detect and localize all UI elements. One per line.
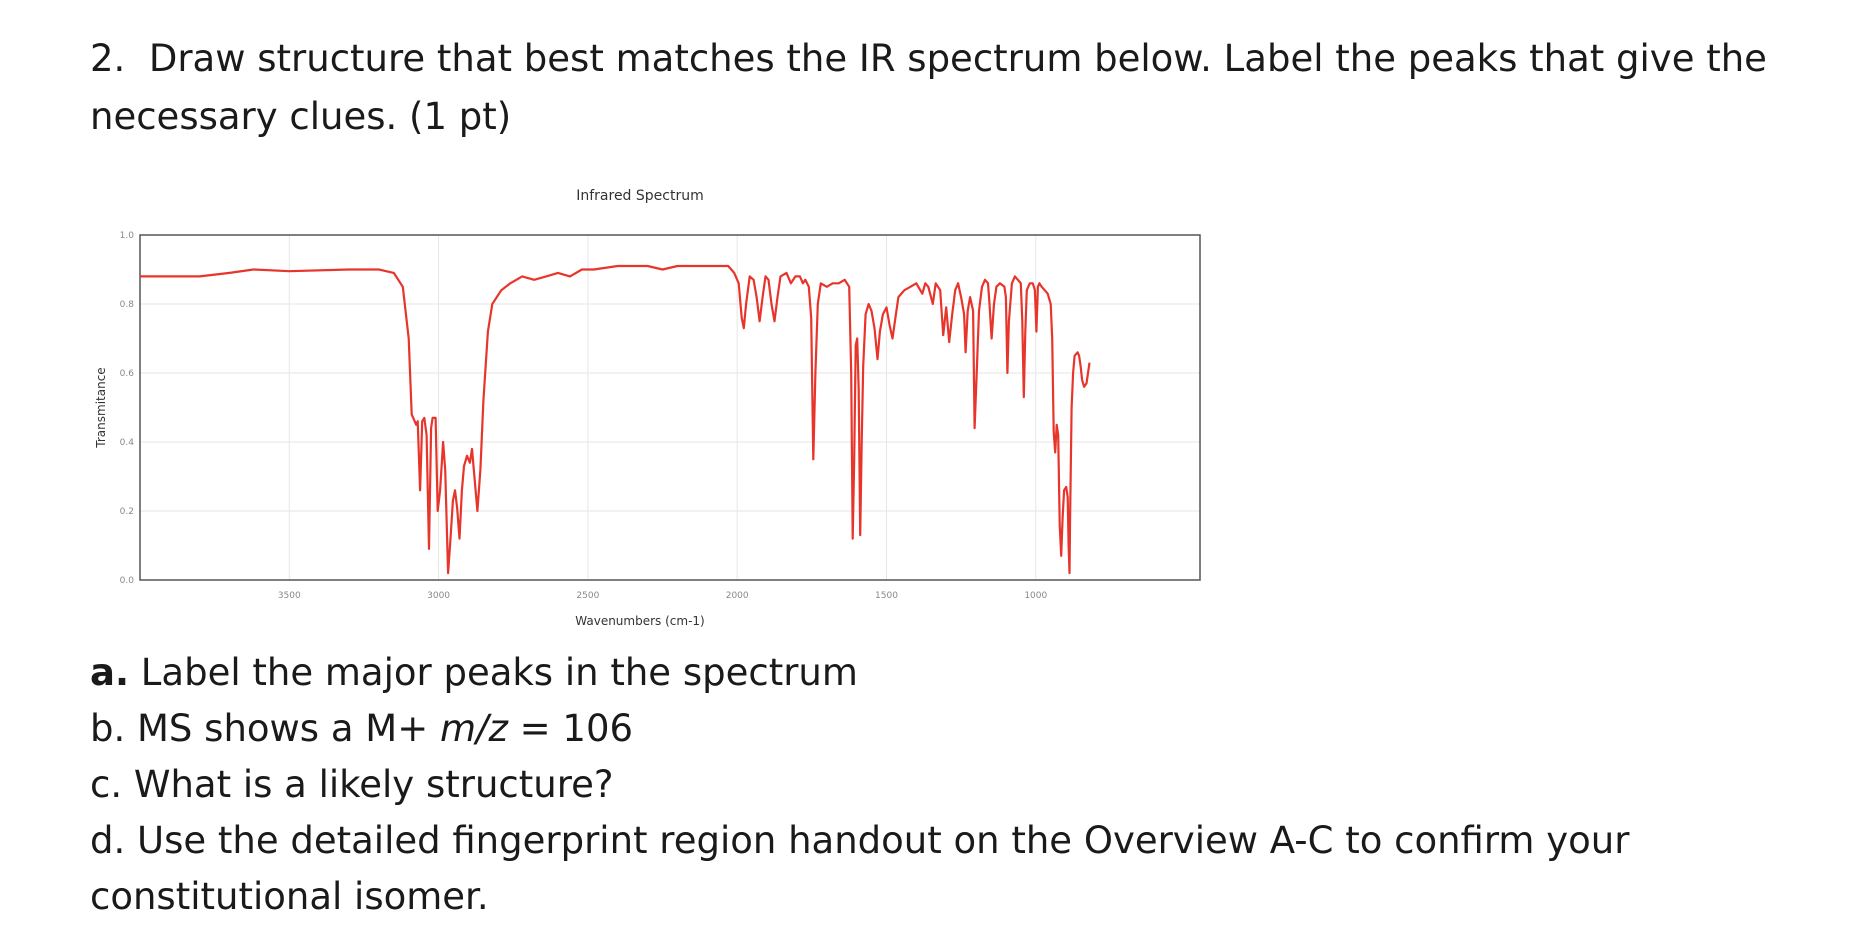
ir-spectrum-svg: 0.0 0.2 0.4 0.6 0.8 1.0 3500 3000 2500 2000 1500 10… <box>94 188 1201 628</box>
question-body: Draw structure that best matches the IR … <box>90 37 1767 138</box>
part-a: a. Label the major peaks in the spectrum <box>90 645 1840 701</box>
chart-title: Infrared Spectrum <box>576 188 704 204</box>
x-tick-label: 3000 <box>427 591 450 601</box>
question-number: 2. <box>90 37 126 80</box>
part-b-value: = 106 <box>507 707 634 750</box>
x-tick-label: 1500 <box>875 591 898 601</box>
x-axis-label: Wavenumbers (cm-1) <box>575 614 704 628</box>
y-tick-label: 0.0 <box>120 576 135 586</box>
part-b-italic: m/z <box>439 707 508 750</box>
y-tick-label: 0.2 <box>120 507 134 517</box>
x-tick-label: 2000 <box>726 591 749 601</box>
part-b-text: b. MS shows a M+ <box>90 707 440 750</box>
part-a-text: Label the major peaks in the spectrum <box>129 651 858 694</box>
question-text: 2. Draw structure that best matches the … <box>90 30 1790 146</box>
part-b: b. MS shows a M+ m/z = 106 <box>90 701 1840 757</box>
plot-frame <box>139 234 1201 581</box>
x-tick-label: 1000 <box>1024 591 1047 601</box>
spectrum-line <box>140 264 1091 575</box>
part-c: c. What is a likely structure? <box>90 763 614 806</box>
x-tick-label: 2500 <box>576 591 599 601</box>
question-parts: a. Label the major peaks in the spectrum… <box>90 645 1840 925</box>
ir-spectrum-chart: 0.0 0.2 0.4 0.6 0.8 1.0 3500 3000 2500 2000 1500 10… <box>90 180 1220 640</box>
y-tick-label: 0.4 <box>120 438 135 448</box>
x-tick-label: 3500 <box>278 591 301 601</box>
y-tick-label: 0.6 <box>120 369 135 379</box>
y-axis-label: Transmitance <box>94 367 108 448</box>
y-tick-label: 1.0 <box>120 231 135 241</box>
part-a-letter: a. <box>90 651 130 694</box>
y-tick-label: 0.8 <box>120 300 135 310</box>
part-d: d. Use the detailed fingerprint region h… <box>90 819 1630 918</box>
